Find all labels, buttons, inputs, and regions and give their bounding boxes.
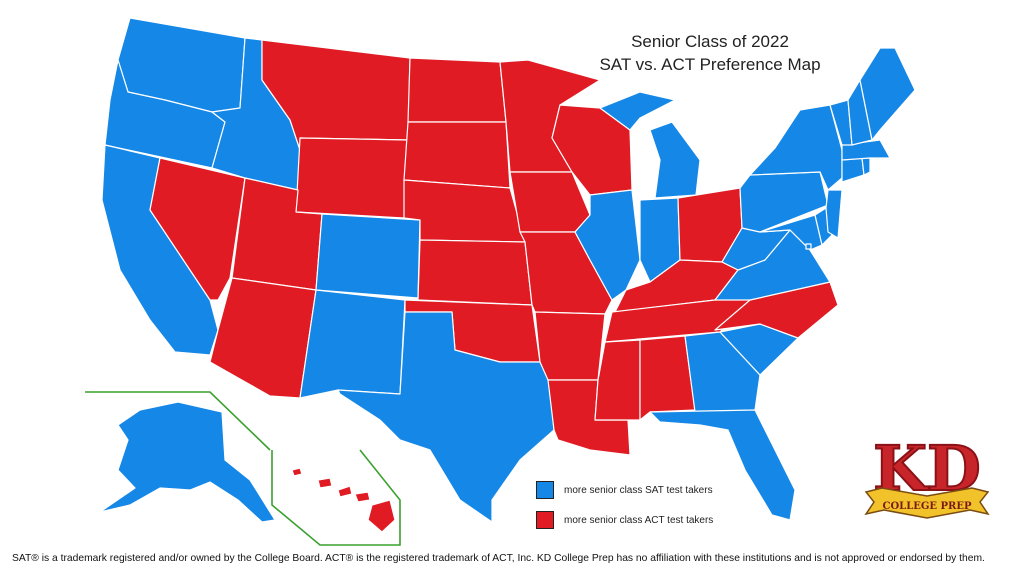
alaska-inset-border — [85, 391, 271, 451]
state-alaska[interactable] — [99, 401, 276, 523]
title-line-2: SAT vs. ACT Preference Map — [599, 55, 821, 74]
state-south-dakota[interactable] — [403, 121, 511, 189]
state-new-mexico[interactable] — [299, 289, 406, 399]
logo-banner — [864, 487, 990, 519]
state-wyoming[interactable] — [295, 137, 409, 219]
hawaii-inset-border — [271, 449, 401, 546]
legend-swatch-sat — [536, 481, 554, 499]
state-illinois[interactable] — [574, 189, 641, 301]
legend-item-act: more senior class ACT test takers — [536, 511, 713, 529]
state-new-jersey[interactable] — [825, 189, 843, 239]
state-north-dakota[interactable] — [407, 57, 507, 123]
state-district-of-columbia[interactable] — [805, 243, 812, 250]
state-texas[interactable] — [337, 311, 555, 523]
legend-item-sat: more senior class SAT test takers — [536, 481, 713, 499]
kd-college-prep-logo: KD COLLEGE PREP — [864, 431, 990, 519]
state-hawaii[interactable] — [291, 467, 396, 533]
state-kansas[interactable] — [417, 239, 533, 306]
state-rhode-island[interactable] — [861, 157, 871, 176]
state-georgia[interactable] — [684, 331, 761, 413]
legend-label-sat: more senior class SAT test takers — [564, 484, 713, 496]
state-nebraska[interactable] — [403, 179, 526, 243]
trademark-footnote: SAT® is a trademark registered and/or ow… — [12, 553, 985, 564]
legend-swatch-act — [536, 511, 554, 529]
state-connecticut[interactable] — [841, 157, 865, 183]
state-colorado[interactable] — [315, 213, 421, 299]
logo-banner-text: COLLEGE PREP — [883, 501, 972, 512]
state-florida[interactable] — [649, 409, 796, 521]
state-iowa[interactable] — [509, 171, 591, 233]
title-line-1: Senior Class of 2022 — [631, 32, 789, 51]
legend-label-act: more senior class ACT test takers — [564, 514, 714, 526]
state-mississippi[interactable] — [594, 339, 641, 421]
state-maine[interactable] — [859, 47, 916, 141]
map-title: Senior Class of 2022 SAT vs. ACT Prefere… — [560, 30, 860, 76]
state-arizona[interactable] — [209, 277, 317, 399]
state-maryland[interactable] — [759, 214, 823, 251]
state-arkansas[interactable] — [534, 311, 606, 381]
